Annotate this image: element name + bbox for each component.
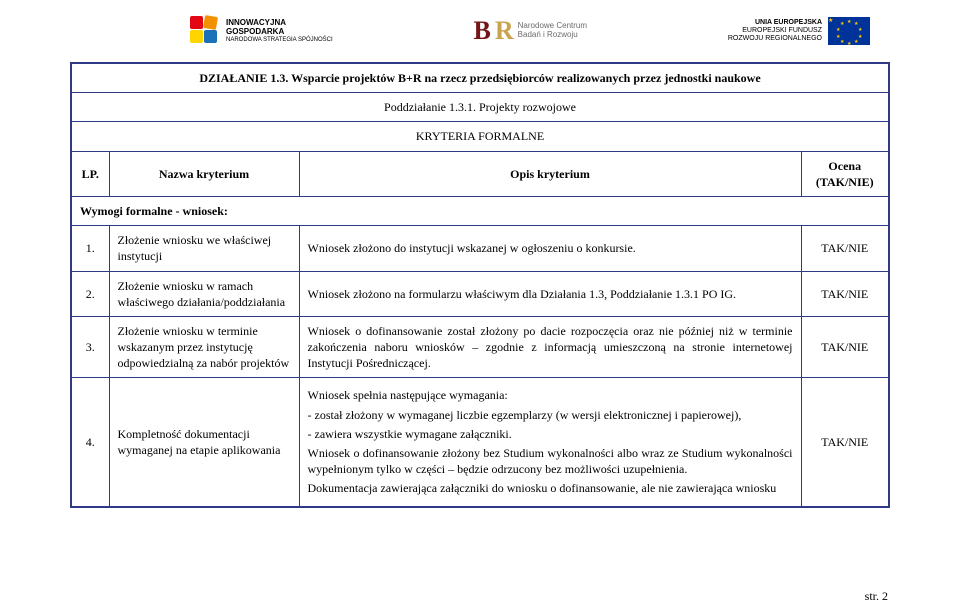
cell-name: Złożenie wniosku w ramach właściwego dzi… [109,271,299,316]
cell-lp: 2. [71,271,109,316]
eu-logo-text: UNIA EUROPEJSKA EUROPEJSKI FUNDUSZ ROZWO… [728,19,822,42]
cell-lp: 1. [71,226,109,271]
cell-desc: Wniosek o dofinansowanie został złożony … [299,316,801,378]
table-subtitle-row: Poddziałanie 1.3.1. Projekty rozwojowe [71,93,889,122]
cell-desc: Wniosek złożono do instytucji wskazanej … [299,226,801,271]
cell-name: Złożenie wniosku w terminie wskazanym pr… [109,316,299,378]
col-header-lp: LP. [71,151,109,196]
cell-ocena: TAK/NIE [801,316,889,378]
table-title: DZIAŁANIE 1.3. Wsparcie projektów B+R na… [71,63,889,93]
cell-ocena: TAK/NIE [801,378,889,507]
logo-ncbr: B R Narodowe Centrum Badań i Rozwoju [474,16,588,46]
header-logos: INNOWACYJNA GOSPODARKA NARODOWA STRATEGI… [0,0,960,62]
cell-desc: Wniosek złożono na formularzu właściwym … [299,271,801,316]
ncbr-b-icon: B [474,16,491,46]
table-section-label: Wymogi formalne - wniosek: [71,196,889,225]
col-header-desc: Opis kryterium [299,151,801,196]
logo-innowacyjna-gospodarka: INNOWACYJNA GOSPODARKA NARODOWA STRATEGI… [190,16,333,46]
ncbr-r-icon: R [495,16,514,46]
cell-ocena: TAK/NIE [801,226,889,271]
table-row: 3. Złożenie wniosku w terminie wskazanym… [71,316,889,378]
table-column-header-row: LP. Nazwa kryterium Opis kryterium Ocena… [71,151,889,196]
table-row: 4. Kompletność dokumentacji wymaganej na… [71,378,889,507]
table-row: 1. Złożenie wniosku we właściwej instytu… [71,226,889,271]
ncbr-logo-text: Narodowe Centrum Badań i Rozwoju [518,22,587,40]
ig-logo-text: INNOWACYJNA GOSPODARKA NARODOWA STRATEGI… [226,19,333,43]
table-criteria-header: KRYTERIA FORMALNE [71,122,889,151]
cell-name: Kompletność dokumentacji wymaganej na et… [109,378,299,507]
cell-name: Złożenie wniosku we właściwej instytucji [109,226,299,271]
cell-desc: Wniosek spełnia następujące wymagania: -… [299,378,801,507]
table-section-row: Wymogi formalne - wniosek: [71,196,889,225]
cell-ocena: TAK/NIE [801,271,889,316]
table-criteria-header-row: KRYTERIA FORMALNE [71,122,889,151]
cell-lp: 3. [71,316,109,378]
col-header-name: Nazwa kryterium [109,151,299,196]
eu-flag-icon: ★ ★ ★ ★ ★ ★ ★ ★ ★ ★ [828,17,870,45]
col-header-ocena: Ocena (TAK/NIE) [801,151,889,196]
table-title-row: DZIAŁANIE 1.3. Wsparcie projektów B+R na… [71,63,889,93]
page-number: str. 2 [865,589,888,604]
page-content: DZIAŁANIE 1.3. Wsparcie projektów B+R na… [0,62,960,508]
cell-lp: 4. [71,378,109,507]
table-subtitle: Poddziałanie 1.3.1. Projekty rozwojowe [71,93,889,122]
criteria-table: DZIAŁANIE 1.3. Wsparcie projektów B+R na… [70,62,890,508]
ig-logo-icon [190,16,220,46]
table-row: 2. Złożenie wniosku w ramach właściwego … [71,271,889,316]
logo-eu: UNIA EUROPEJSKA EUROPEJSKI FUNDUSZ ROZWO… [728,17,870,45]
